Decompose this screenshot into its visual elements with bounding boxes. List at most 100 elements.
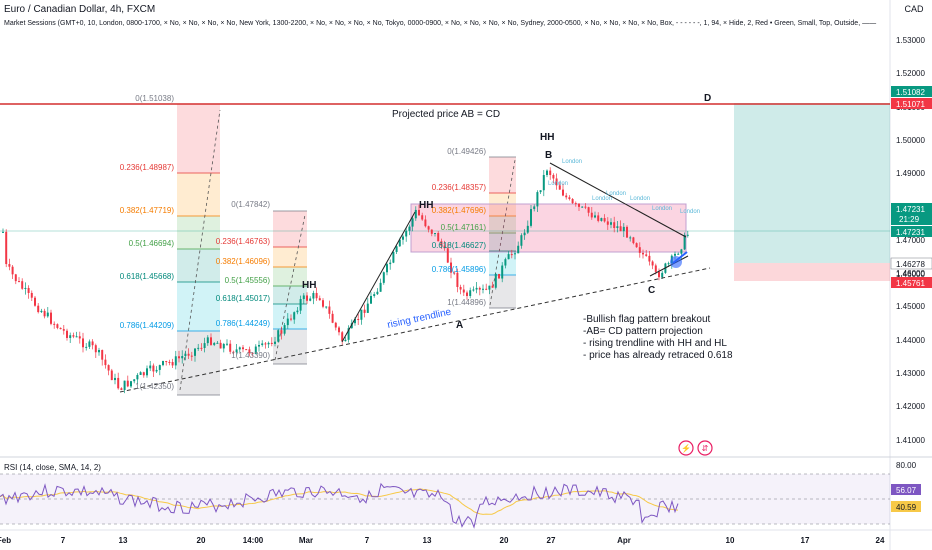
- event-flag-icon[interactable]: [678, 440, 694, 456]
- candle-body: [514, 253, 516, 255]
- event-flag-glyph: ⚡: [681, 443, 691, 453]
- rising-trendline[interactable]: [119, 267, 711, 393]
- candle-body: [78, 336, 81, 339]
- higher-high-label: HH: [540, 132, 554, 143]
- candle-body: [568, 197, 571, 200]
- candle-body: [130, 381, 132, 387]
- fib-label: 0.618(1.45668): [120, 272, 175, 281]
- candle-body: [485, 288, 488, 290]
- price-axis[interactable]: 1.530001.520001.510001.500001.490001.480…: [896, 36, 925, 445]
- candle-body: [203, 343, 206, 348]
- candle-body: [667, 263, 670, 265]
- candle-body: [581, 206, 584, 208]
- candle-body: [114, 377, 116, 381]
- fib-label: 0(1.47842): [231, 200, 270, 209]
- date-tick: 13: [119, 536, 128, 545]
- candle-body: [146, 368, 148, 376]
- candle-body: [261, 343, 264, 345]
- candle-body: [453, 272, 456, 274]
- candle-body: [194, 348, 196, 356]
- fib-label: 0.382(1.46096): [216, 257, 271, 266]
- candle-body: [43, 310, 46, 317]
- time-axis[interactable]: Feb 7 13 20 14:00 Mar 7 13 20 27 Apr 10 17 24: [0, 536, 885, 545]
- candle-body: [245, 349, 248, 351]
- rsi-value: 56.07: [896, 486, 917, 495]
- event-flag-icon[interactable]: [697, 440, 713, 456]
- rsi-ma-value: 40.59: [896, 503, 917, 512]
- candle-body: [354, 318, 356, 324]
- candle-body: [376, 291, 379, 295]
- rsi-ma-line: [0, 488, 679, 515]
- candle-body: [168, 361, 171, 363]
- candle-body: [638, 247, 641, 253]
- candle-body: [645, 254, 648, 256]
- date-tick: 20: [197, 536, 206, 545]
- badge-bg: [891, 226, 932, 237]
- candle-body: [472, 289, 475, 291]
- session-label: London: [606, 191, 626, 197]
- candle-body: [18, 281, 20, 283]
- candle-body: [174, 356, 177, 366]
- price-badges: 1.51082 1.51071 1.47231 21:29 1.47231 1.…: [890, 86, 932, 288]
- price-tick: 1.50000: [896, 136, 925, 145]
- candle-body: [533, 206, 536, 210]
- candle-body: [341, 332, 344, 342]
- candle-body: [366, 303, 369, 313]
- candle-body: [437, 232, 440, 242]
- candle-body: [584, 206, 587, 208]
- fib-zone: [273, 286, 307, 304]
- fib-label: 0(1.49426): [447, 147, 486, 156]
- candle-body: [158, 365, 161, 370]
- price-badge: 1.46000: [896, 270, 925, 279]
- rsi-line: [0, 482, 679, 529]
- candle-body: [312, 292, 315, 299]
- candle-body: [139, 372, 142, 375]
- fib-label: 0.236(1.46763): [216, 237, 271, 246]
- candle-body: [635, 243, 638, 248]
- candle-body: [555, 178, 558, 186]
- stop-zone: [734, 263, 890, 281]
- candle-body: [72, 335, 75, 337]
- candle-body: [258, 344, 260, 347]
- event-icons[interactable]: ⚡ ⇵: [678, 440, 713, 456]
- session-labels: London London London London London Londo…: [548, 159, 700, 215]
- candle-body: [462, 289, 465, 293]
- fib-zone: [273, 304, 307, 329]
- fib-label: 1(1.44896): [447, 298, 486, 307]
- candle-body: [421, 215, 424, 220]
- price-badge: 1.47231: [896, 228, 925, 237]
- price-badge: 1.45761: [896, 279, 925, 288]
- rsi-tick: 80.00: [896, 461, 917, 470]
- candle-body: [674, 253, 676, 256]
- candle-body: [347, 328, 350, 340]
- candle-body: [318, 298, 321, 301]
- candle-body: [267, 342, 270, 345]
- candle-body: [142, 372, 145, 376]
- candle-body: [488, 285, 491, 290]
- date-tick: 7: [61, 536, 66, 545]
- candle-body: [210, 337, 212, 345]
- candle-body: [440, 241, 443, 246]
- candle-body: [530, 209, 532, 226]
- point-d-label: D: [704, 93, 711, 104]
- rsi-pane[interactable]: RSI (14, close, SMA, 14, 2) 80.00 56.07 …: [0, 461, 921, 529]
- candle-body: [213, 343, 216, 345]
- fib-trend: [489, 159, 516, 306]
- candle-body: [610, 222, 612, 225]
- date-tick: 7: [365, 536, 370, 545]
- fib-label: 0.786(1.44209): [120, 321, 175, 330]
- candle-body: [53, 323, 56, 325]
- candle-body: [219, 342, 222, 349]
- candle-body: [56, 324, 59, 328]
- candle-body: [91, 341, 94, 346]
- fib-label: 0(1.51038): [135, 94, 174, 103]
- candle-body: [98, 350, 100, 353]
- price-tick: 1.41000: [896, 436, 925, 445]
- candle-body: [2, 231, 4, 233]
- higher-high-label: HH: [419, 200, 433, 211]
- fib-zone: [177, 216, 220, 249]
- candle-body: [443, 245, 446, 249]
- badge-bg: [891, 203, 932, 225]
- fib-label: 0.5(1.45556): [225, 276, 271, 285]
